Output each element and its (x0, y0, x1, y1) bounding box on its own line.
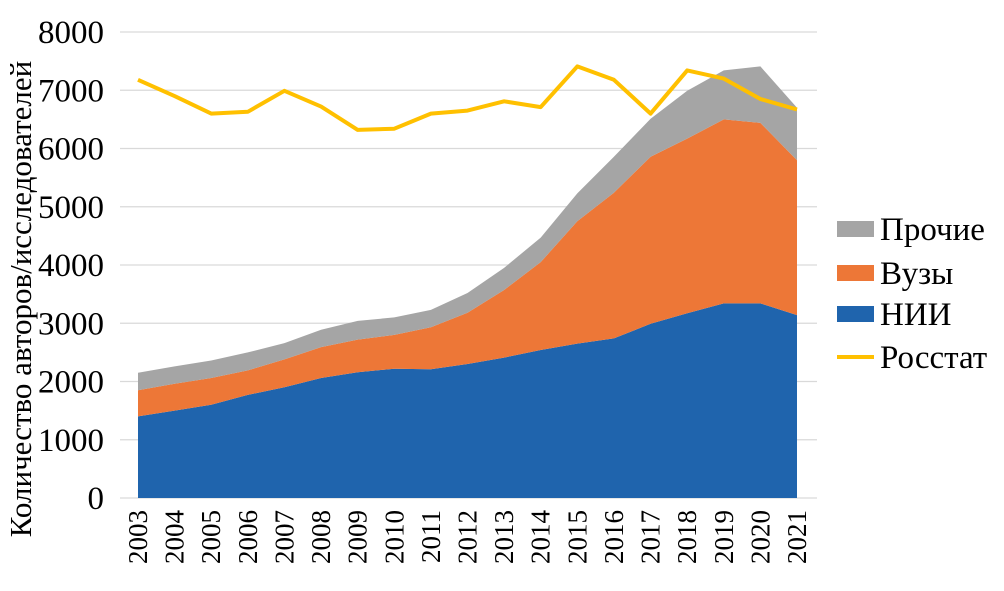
x-tick-label: 2012 (453, 510, 483, 564)
stacked-areas (138, 66, 797, 498)
legend: Прочие Вузы НИИ Росстат (837, 212, 987, 376)
y-tick-label: 6000 (38, 132, 104, 168)
x-tick-label: 2006 (233, 510, 263, 564)
area-series-1 (138, 119, 797, 417)
y-tick-label: 0 (88, 481, 105, 517)
x-tick-label: 2011 (416, 510, 446, 563)
y-tick-label: 4000 (38, 248, 104, 284)
line-series-0 (137, 64, 798, 132)
x-tick-label: 2017 (636, 510, 666, 564)
legend-label: Вузы (880, 256, 953, 292)
x-tick-label: 2004 (160, 510, 190, 565)
y-axis-ticks: 0 1000 2000 3000 4000 5000 6000 7000 8000 (38, 15, 104, 517)
x-tick-label: 2018 (672, 510, 702, 564)
line-series (137, 64, 798, 132)
x-tick-label: 2015 (562, 510, 592, 564)
legend-swatch (837, 265, 874, 281)
x-tick-label: 2020 (745, 510, 775, 564)
legend-swatch (837, 306, 874, 322)
legend-label: НИИ (880, 297, 952, 333)
y-tick-label: 3000 (38, 306, 104, 342)
x-tick-label: 2013 (489, 510, 519, 564)
area-series-2 (138, 66, 797, 391)
x-tick-label: 2007 (269, 510, 299, 564)
x-tick-label: 2009 (343, 510, 373, 564)
x-tick-label: 2003 (123, 510, 153, 564)
area-series-0 (138, 303, 797, 498)
x-tick-label: 2019 (709, 510, 739, 564)
x-tick-label: 2021 (782, 510, 812, 564)
y-axis-label: Количество авторов/исследователей (3, 61, 38, 537)
legend-label: Прочие (880, 212, 985, 248)
legend-label: Росстат (880, 340, 987, 376)
legend-swatch (837, 221, 874, 237)
x-tick-label: 2010 (379, 510, 409, 564)
x-tick-label: 2005 (196, 510, 226, 564)
y-tick-label: 7000 (38, 73, 104, 109)
x-tick-label: 2008 (306, 510, 336, 564)
x-axis-ticks: 2003 2004 2005 2006 2007 2008 2009 2010 2011 2012… (123, 510, 812, 565)
y-tick-label: 1000 (38, 423, 104, 459)
x-tick-label: 2016 (599, 510, 629, 564)
y-tick-label: 5000 (38, 190, 104, 226)
y-tick-label: 8000 (38, 15, 104, 51)
y-tick-label: 2000 (38, 365, 104, 401)
x-tick-label: 2014 (526, 510, 556, 565)
